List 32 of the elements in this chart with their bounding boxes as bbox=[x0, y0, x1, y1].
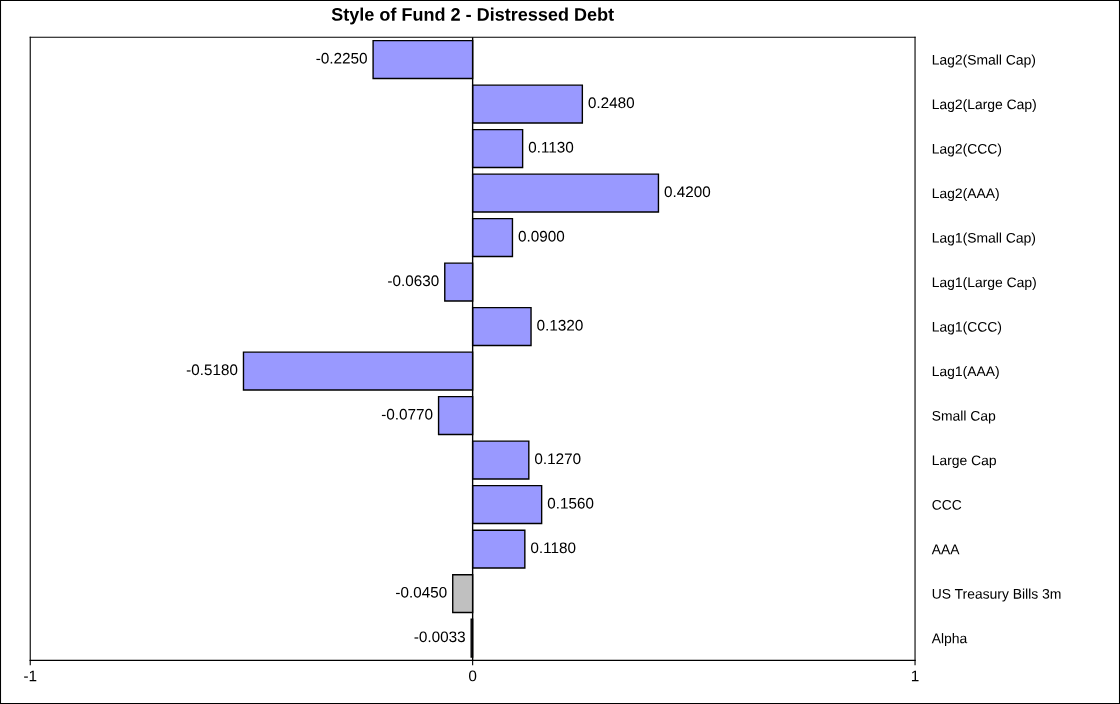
y-tick-label: Lag1(AAA) bbox=[932, 366, 999, 379]
data-label: -0.0450 bbox=[396, 586, 447, 598]
data-label: -0.5180 bbox=[186, 364, 238, 376]
y-tick-label: Lag2(Small Cap) bbox=[932, 54, 1036, 68]
data-label: -0.2250 bbox=[316, 52, 367, 64]
y-tick-label: Alpha bbox=[931, 633, 968, 647]
data-label: 0.2480 bbox=[588, 97, 635, 109]
data-label: 0.0900 bbox=[518, 230, 565, 242]
y-tick-label: AAA bbox=[931, 544, 960, 555]
data-label: -0.0770 bbox=[381, 408, 433, 420]
y-tick-label: Lag2(AAA) bbox=[932, 188, 999, 201]
y-tick-label: Lag1(Small Cap) bbox=[932, 232, 1036, 246]
y-tick-label: Small Cap bbox=[932, 410, 996, 424]
y-tick-label: Lag2(CCC) bbox=[932, 143, 1002, 157]
data-label: 0.1560 bbox=[547, 497, 594, 509]
y-tick-label: Large Cap bbox=[932, 455, 996, 468]
data-label: 0.1320 bbox=[537, 319, 583, 331]
y-tick-label: Lag1(Large Cap) bbox=[932, 277, 1036, 290]
data-label: -0.0630 bbox=[388, 275, 439, 287]
data-label: 0.1130 bbox=[528, 141, 574, 153]
chart-title: Style of Fund 2 - Distressed Debt bbox=[331, 7, 614, 25]
x-tick-label: 0 bbox=[468, 670, 477, 682]
y-tick-label: CCC bbox=[932, 499, 962, 510]
x-tick-label: 1 bbox=[911, 670, 919, 682]
data-label: 0.1180 bbox=[531, 542, 576, 554]
y-tick-label: Lag2(Large Cap) bbox=[932, 99, 1036, 112]
data-label: -0.0033 bbox=[414, 631, 465, 643]
y-tick-label: US Treasury Bills 3m bbox=[932, 588, 1061, 602]
data-label: 0.1270 bbox=[534, 453, 581, 465]
x-tick-label: -1 bbox=[24, 670, 37, 682]
y-tick-label: Lag1(CCC) bbox=[932, 321, 1002, 335]
data-label: 0.4200 bbox=[664, 186, 711, 198]
